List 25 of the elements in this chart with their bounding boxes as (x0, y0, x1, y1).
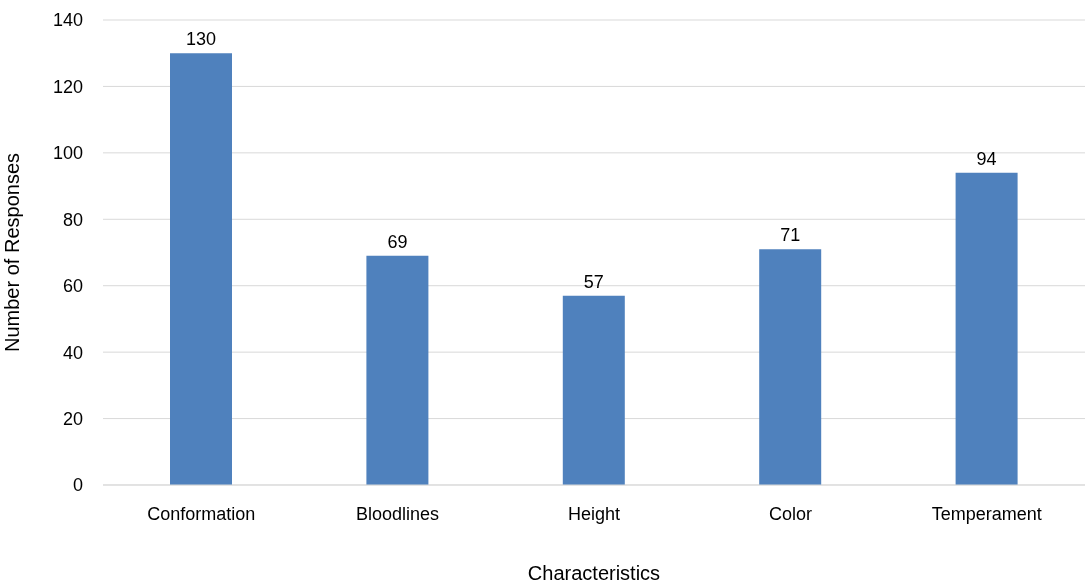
y-tick-label: 140 (52, 10, 83, 31)
x-axis-title: Characteristics (527, 562, 661, 580)
data-label: 130 (185, 29, 217, 50)
y-tick-label: 60 (62, 276, 83, 297)
x-tick-label: Bloodlines (356, 503, 440, 524)
bar (562, 295, 625, 485)
x-tick-label: Conformation (147, 503, 256, 524)
bar (955, 172, 1018, 485)
x-tick-label: Height (567, 503, 621, 524)
x-tick-label: Color (768, 503, 812, 524)
y-tick-label: 40 (62, 342, 83, 363)
bar (366, 255, 429, 485)
data-label: 69 (387, 231, 408, 252)
y-tick-label: 100 (52, 143, 83, 164)
y-tick-label: 120 (52, 76, 83, 97)
data-label: 94 (976, 148, 997, 169)
bar (170, 53, 232, 485)
data-label: 57 (583, 271, 604, 292)
bar (759, 249, 822, 485)
y-tick-label: 20 (62, 408, 83, 429)
y-tick-label: 80 (62, 209, 83, 230)
x-tick-label: Temperament (931, 503, 1042, 524)
y-axis-title: Number of Responses (1, 153, 24, 352)
data-label: 71 (780, 225, 801, 246)
y-tick-label: 0 (72, 475, 83, 496)
